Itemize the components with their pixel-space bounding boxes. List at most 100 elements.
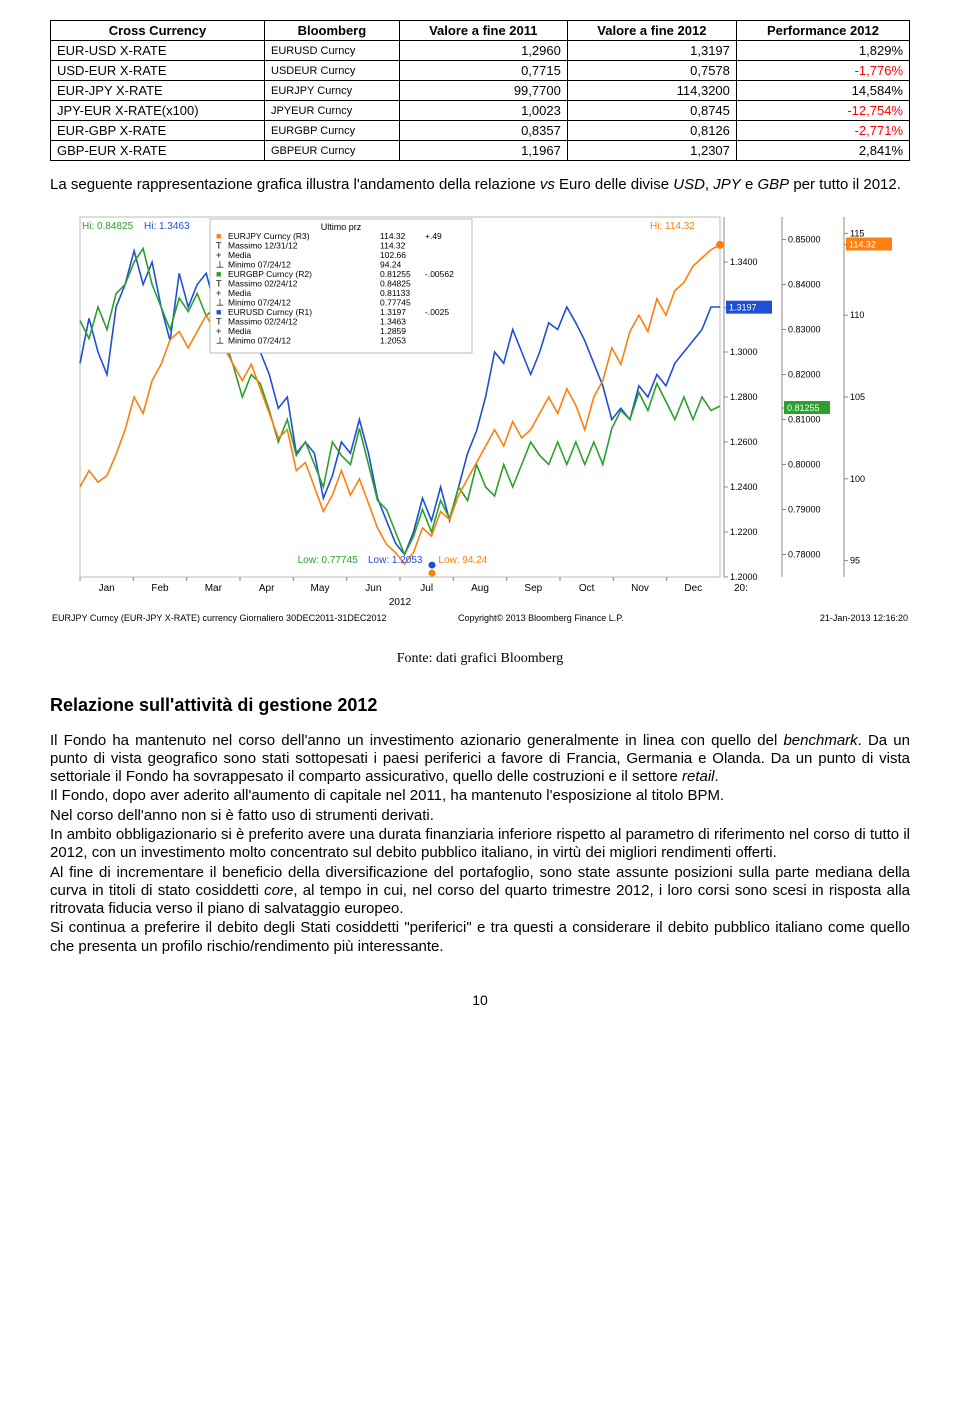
cell-bloom: EURGBP Curncy (265, 121, 400, 141)
svg-text:Ultimo prz: Ultimo prz (321, 222, 362, 232)
cell-2012: 0,8126 (567, 121, 736, 141)
svg-text:Apr: Apr (259, 583, 275, 594)
svg-text:0.78000: 0.78000 (788, 549, 821, 559)
body-para-4: In ambito obbligazionario si è preferito… (50, 826, 910, 863)
svg-text:0.84825: 0.84825 (380, 278, 411, 288)
svg-text:EURUSD Curncy (R1): EURUSD Curncy (R1) (228, 307, 312, 317)
svg-text:Sep: Sep (524, 583, 542, 594)
svg-text:Hi: 0.84825: Hi: 0.84825 (82, 221, 134, 232)
cell-perf: -2,771% (736, 121, 909, 141)
svg-text:0.81255: 0.81255 (787, 403, 820, 413)
svg-text:⊥: ⊥ (216, 297, 224, 307)
col-2011: Valore a fine 2011 (399, 21, 567, 41)
bloomberg-chart: JanFebMarAprMayJunJulAugSepOctNovDec2012… (50, 207, 910, 637)
col-perf: Performance 2012 (736, 21, 909, 41)
svg-text:T: T (216, 278, 222, 288)
body-para-2: Il Fondo, dopo aver aderito all'aumento … (50, 787, 910, 805)
svg-text:Jun: Jun (365, 583, 381, 594)
svg-text:Minimo 07/24/12: Minimo 07/24/12 (228, 335, 291, 345)
svg-text:Low: 1.2053: Low: 1.2053 (368, 555, 423, 566)
svg-text:■: ■ (216, 307, 221, 317)
table-row: EUR-JPY X-RATEEURJPY Curncy99,7700114,32… (51, 81, 910, 101)
cell-2011: 1,2960 (399, 41, 567, 61)
table-row: GBP-EUR X-RATEGBPEUR Curncy1,19671,23072… (51, 141, 910, 161)
svg-text:EURJPY Curncy (R3): EURJPY Curncy (R3) (228, 231, 310, 241)
svg-text:21-Jan-2013 12:16:20: 21-Jan-2013 12:16:20 (820, 613, 908, 623)
col-2012: Valore a fine 2012 (567, 21, 736, 41)
svg-text:1.2800: 1.2800 (730, 392, 758, 402)
cell-perf: -1,776% (736, 61, 909, 81)
section-title: Relazione sull'attività di gestione 2012 (50, 695, 910, 716)
cell-perf: -12,754% (736, 101, 909, 121)
svg-text:Jan: Jan (99, 583, 115, 594)
svg-text:Massimo 12/31/12: Massimo 12/31/12 (228, 240, 298, 250)
svg-text:Hi: 1.3463: Hi: 1.3463 (144, 221, 190, 232)
svg-text:0.81255: 0.81255 (380, 269, 411, 279)
cell-bloom: EURUSD Curncy (265, 41, 400, 61)
svg-text:114.32: 114.32 (380, 231, 406, 241)
cell-2012: 0,8745 (567, 101, 736, 121)
cell-name: EUR-JPY X-RATE (51, 81, 265, 101)
cell-2011: 1,1967 (399, 141, 567, 161)
intro-text: La seguente rappresentazione grafica ill… (50, 176, 540, 193)
cell-name: JPY-EUR X-RATE(x100) (51, 101, 265, 121)
svg-text:1.3000: 1.3000 (730, 347, 758, 357)
svg-text:0.77745: 0.77745 (380, 297, 411, 307)
svg-text:Massimo 02/24/12: Massimo 02/24/12 (228, 278, 298, 288)
svg-text:T: T (216, 316, 222, 326)
cell-perf: 2,841% (736, 141, 909, 161)
svg-text:0.85000: 0.85000 (788, 234, 821, 244)
svg-text:EURGBP Curncy (R2): EURGBP Curncy (R2) (228, 269, 312, 279)
cell-perf: 14,584% (736, 81, 909, 101)
page-number: 10 (50, 992, 910, 1008)
body-para-6: Si continua a preferire il debito degli … (50, 919, 910, 956)
intro-vs: vs (540, 176, 555, 193)
svg-text:Hi: 114.32: Hi: 114.32 (650, 221, 695, 232)
svg-text:20:: 20: (734, 583, 748, 594)
svg-text:114.32: 114.32 (380, 240, 406, 250)
svg-text:1.2053: 1.2053 (380, 335, 406, 345)
body-para-1: Il Fondo ha mantenuto nel corso dell'ann… (50, 732, 910, 787)
svg-text:1.2600: 1.2600 (730, 437, 758, 447)
p1-text: . (715, 768, 719, 785)
svg-text:Low: 94.24: Low: 94.24 (438, 555, 487, 566)
svg-text:0.81000: 0.81000 (788, 414, 821, 424)
svg-text:1.3197: 1.3197 (729, 302, 757, 312)
svg-text:+.49: +.49 (425, 231, 442, 241)
svg-text:2012: 2012 (389, 597, 412, 608)
svg-text:■: ■ (216, 269, 221, 279)
svg-text:Minimo 07/24/12: Minimo 07/24/12 (228, 259, 291, 269)
svg-text:0.84000: 0.84000 (788, 279, 821, 289)
svg-text:Media: Media (228, 250, 251, 260)
svg-text:Media: Media (228, 288, 251, 298)
intro-text: Euro delle divise (555, 176, 673, 193)
svg-text:1.2400: 1.2400 (730, 482, 758, 492)
svg-text:110: 110 (850, 310, 864, 320)
intro-text: e (741, 176, 758, 193)
table-header-row: Cross Currency Bloomberg Valore a fine 2… (51, 21, 910, 41)
svg-text:⊥: ⊥ (216, 335, 224, 345)
cell-2012: 114,3200 (567, 81, 736, 101)
p5-core: core (264, 882, 293, 899)
svg-text:115: 115 (850, 228, 864, 238)
p1-text: Il Fondo ha mantenuto nel corso dell'ann… (50, 732, 783, 749)
cell-2012: 1,3197 (567, 41, 736, 61)
cell-name: EUR-USD X-RATE (51, 41, 265, 61)
svg-text:1.3400: 1.3400 (730, 257, 758, 267)
cell-bloom: EURJPY Curncy (265, 81, 400, 101)
svg-text:0.81133: 0.81133 (380, 288, 410, 298)
svg-text:■: ■ (216, 231, 221, 241)
svg-text:Minimo 07/24/12: Minimo 07/24/12 (228, 297, 291, 307)
svg-text:1.2000: 1.2000 (730, 572, 758, 582)
table-row: EUR-GBP X-RATEEURGBP Curncy0,83570,8126-… (51, 121, 910, 141)
svg-text:Nov: Nov (631, 583, 649, 594)
svg-text:Low: 0.77745: Low: 0.77745 (298, 555, 358, 566)
intro-text: per tutto il 2012. (789, 176, 901, 193)
svg-text:94.24: 94.24 (380, 259, 402, 269)
svg-text:⊥: ⊥ (216, 259, 224, 269)
svg-text:Massimo 02/24/12: Massimo 02/24/12 (228, 316, 298, 326)
svg-text:1.3463: 1.3463 (380, 316, 406, 326)
svg-text:-.00562: -.00562 (425, 269, 454, 279)
cell-2011: 1,0023 (399, 101, 567, 121)
cross-currency-table: Cross Currency Bloomberg Valore a fine 2… (50, 20, 910, 161)
